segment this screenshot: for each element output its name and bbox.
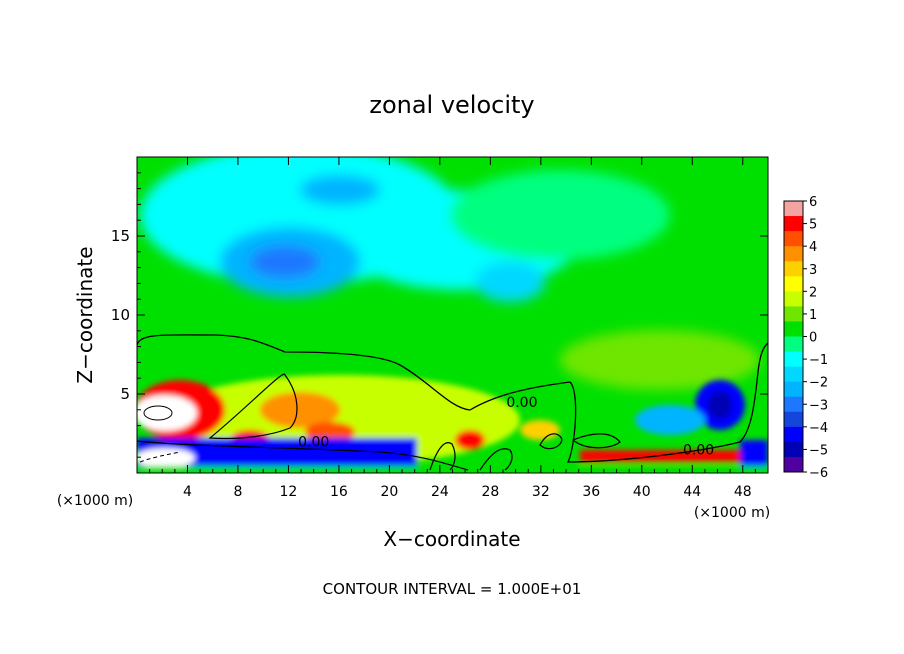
colorbar-tick-label: 6	[809, 195, 817, 210]
y-tick-label: 10	[111, 306, 130, 324]
x-tick-label: 28	[481, 484, 499, 500]
colorbar-swatch	[784, 246, 803, 262]
colorbar: 6 5 4 3 2 1 0 −1 −2 −3 −4 −5 −6	[783, 195, 828, 481]
white-core-left	[137, 395, 197, 431]
zero-contour-blob-3	[539, 433, 563, 450]
x-tick-label: 44	[683, 484, 701, 500]
colorbar-tick-label: 0	[809, 331, 817, 346]
zero-contour-main	[137, 334, 768, 463]
blue-region-top	[300, 175, 380, 205]
colorbar-swatch	[784, 411, 803, 428]
colorbar-swatch	[784, 441, 803, 458]
contour-label: 0.00	[298, 434, 329, 450]
zero-contour-blob-1	[429, 442, 456, 471]
contour-labels: 0.00 0.00 0.00	[298, 395, 714, 458]
x-unit-right: (×1000 m)	[694, 505, 770, 521]
x-tick-label: 4	[183, 484, 192, 500]
colorbar-swatch	[784, 336, 803, 353]
colorbar-swatch	[784, 216, 803, 232]
colorbar-swatch	[784, 321, 803, 337]
green-yellow-region	[560, 330, 760, 390]
y-axis-ticks: 5 10 15	[111, 172, 768, 458]
x-tick-label: 20	[380, 484, 398, 500]
colorbar-tick-label: 5	[809, 218, 817, 233]
y-tick-label: 15	[111, 227, 130, 245]
upper-field-blobs	[140, 157, 760, 390]
x-axis-ticks: 4 8 12 16 20 24 28 32 36 40 44 48	[149, 157, 756, 500]
navy-core-right	[708, 391, 732, 419]
colorbar-swatch	[784, 201, 803, 217]
y-axis-label: Z−coordinate	[73, 246, 97, 383]
colorbar-tick-label: −2	[809, 376, 828, 391]
colorbar-tick-label: 3	[809, 263, 817, 278]
colorbar-tick-label: −5	[809, 443, 828, 458]
x-tick-label: 24	[431, 484, 449, 500]
x-tick-label: 8	[233, 484, 242, 500]
negative-contour-dashed	[139, 451, 181, 463]
colorbar-swatch	[784, 366, 803, 383]
colorbar-tick-label: −1	[809, 353, 828, 368]
chart-title: zonal velocity	[369, 91, 534, 119]
x-tick-label: 12	[280, 484, 298, 500]
red-orange-region	[305, 422, 355, 442]
zero-contour-blob-2	[479, 448, 513, 471]
x-tick-label: 32	[532, 484, 550, 500]
colorbar-swatch	[784, 351, 803, 368]
contour-label: 0.00	[683, 442, 714, 458]
heatmap-field	[137, 157, 768, 473]
colorbar-tick-label: −3	[809, 398, 828, 413]
zero-contour-inner-1	[208, 373, 298, 440]
x-tick-label: 48	[734, 484, 752, 500]
red-region-mid	[455, 430, 485, 450]
colorbar-swatch	[784, 276, 803, 292]
contour-interval-footer: CONTOUR INTERVAL = 1.000E+01	[323, 580, 582, 598]
colorbar-tick-label: −4	[809, 421, 828, 436]
x-tick-label: 40	[633, 484, 651, 500]
colorbar-tick-label: 2	[809, 285, 817, 300]
zero-contour-blob-4	[571, 433, 621, 449]
aqua-region	[450, 170, 670, 260]
yellow-region	[520, 420, 560, 440]
orange-region-center	[260, 392, 340, 428]
x-unit-left: (×1000 m)	[57, 493, 133, 509]
y-tick-label: 5	[120, 385, 130, 403]
colorbar-swatch	[784, 231, 803, 247]
x-tick-label: 36	[582, 484, 600, 500]
white-region-bottom	[137, 448, 195, 468]
contour-white-core	[143, 405, 173, 421]
zero-contour-lower	[137, 440, 469, 471]
blue-region-right	[635, 405, 705, 435]
x-axis-label: X−coordinate	[383, 527, 520, 551]
colorbar-swatch	[784, 456, 803, 473]
colorbar-swatch	[784, 381, 803, 398]
colorbar-swatch	[784, 306, 803, 322]
colorbar-swatch	[784, 261, 803, 277]
blue-core-left	[250, 246, 320, 278]
colorbar-tick-label: 4	[809, 240, 817, 255]
x-tick-label: 16	[330, 484, 348, 500]
colorbar-swatch	[784, 426, 803, 443]
contour-label: 0.00	[506, 395, 537, 411]
colorbar-tick-label: −6	[809, 466, 828, 481]
colorbar-tick-label: 1	[809, 308, 817, 323]
colorbar-swatch	[784, 291, 803, 307]
colorbar-swatch	[784, 396, 803, 413]
light-blue-region	[475, 262, 545, 302]
